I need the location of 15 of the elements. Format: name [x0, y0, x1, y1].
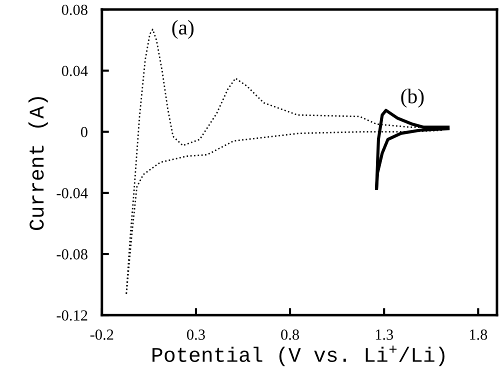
- y-tick-label: 0: [80, 126, 88, 138]
- y-tick-label: 0.04: [62, 66, 88, 76]
- x-axis-title: Potential (V vs. Li$^{+}$/Li): [152, 346, 444, 366]
- annotation: (a): [172, 20, 194, 39]
- y-tick-label: -0.12: [56, 310, 88, 321]
- annotation: (b): [401, 88, 424, 108]
- x-tick-label: 0.8: [281, 329, 300, 340]
- y-axis-title: Current (A): [28, 97, 48, 230]
- y-tick-label: -0.04: [56, 188, 88, 198]
- y-tick-label: -0.08: [56, 249, 88, 260]
- x-tick-label: -0.2: [90, 329, 114, 340]
- y-tick-label: 0.08: [62, 4, 88, 16]
- x-tick-label: 1.3: [376, 330, 394, 340]
- x-tick-label: 1.8: [470, 329, 488, 340]
- x-tick-label: 0.3: [187, 329, 205, 340]
